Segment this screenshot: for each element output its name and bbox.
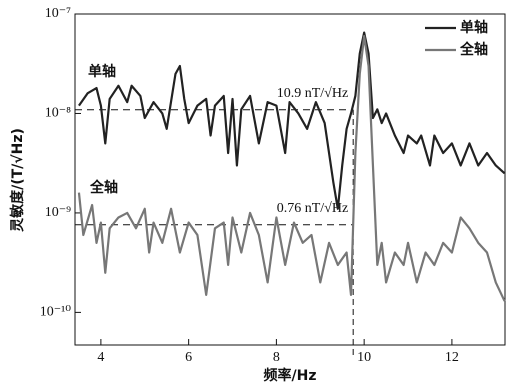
y-tick-label: 10⁻¹⁰ [40, 305, 72, 320]
reference-label: 10.9 nT/√Hz [277, 86, 348, 101]
series-label: 全轴 [89, 179, 118, 196]
x-tick-label: 6 [185, 350, 192, 365]
plot-frame [74, 13, 506, 346]
x-tick-label: 8 [273, 350, 280, 365]
x-tick-label: 4 [97, 350, 104, 365]
legend-label: 全轴 [459, 41, 488, 58]
x-tick-label: 10 [357, 350, 371, 365]
series-line [77, 34, 506, 302]
reference-label: 0.76 nT/√Hz [277, 201, 348, 216]
y-axis-label: 灵敏度/(T/√Hz) [9, 128, 26, 232]
legend-label: 单轴 [460, 19, 488, 36]
x-tick-label: 12 [445, 350, 459, 365]
y-tick-label: 10⁻⁹ [45, 205, 71, 220]
x-axis-label: 频率/Hz [264, 367, 317, 384]
y-tick-label: 10⁻⁸ [45, 106, 71, 121]
series-line [78, 31, 506, 210]
series-label: 单轴 [88, 63, 116, 80]
y-tick-label: 10⁻⁷ [45, 6, 71, 21]
